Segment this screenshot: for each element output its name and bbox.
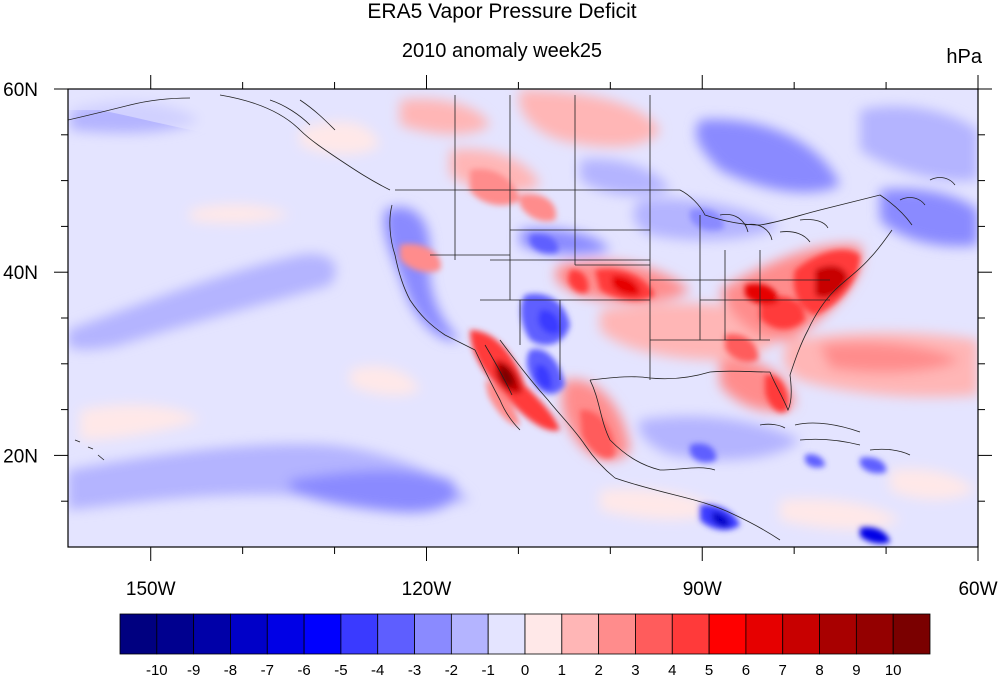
colorbar-label: -9 bbox=[187, 662, 200, 679]
colorbar-label: 7 bbox=[779, 662, 787, 679]
colorbar-swatch bbox=[708, 613, 747, 655]
colorbar-label: -10 bbox=[146, 662, 168, 679]
colorbar-label: -5 bbox=[334, 662, 347, 679]
colorbar-swatch bbox=[156, 613, 195, 655]
colorbar-label: -8 bbox=[224, 662, 237, 679]
colorbar-label: -7 bbox=[261, 662, 274, 679]
strong-anomaly-cores bbox=[400, 169, 890, 544]
colorbar-label: -1 bbox=[482, 662, 495, 679]
colorbar-label: 4 bbox=[668, 662, 676, 679]
lat-tick-label: 40N bbox=[3, 263, 38, 284]
colorbar-swatch bbox=[230, 613, 268, 655]
colorbar-swatch bbox=[598, 613, 636, 655]
colorbar-label: 5 bbox=[705, 662, 713, 679]
axis-labels: 150W 120W 90W 60W 20N 40N 60N bbox=[3, 80, 997, 600]
colorbar-swatch bbox=[266, 613, 305, 655]
colorbar-label: 1 bbox=[558, 662, 566, 679]
axis-ticks bbox=[54, 75, 992, 561]
colorbar: -10 -9 -8 -7 -6 -5 -4 -3 -2 -1 0 1 2 3 4 5 6 7 8 9 10 bbox=[119, 613, 931, 679]
colorbar-swatch bbox=[892, 613, 931, 655]
map-subtitle: 2010 anomaly week25 bbox=[401, 40, 603, 62]
colorbar-label: 0 bbox=[521, 662, 529, 679]
colorbar-swatch bbox=[782, 613, 820, 655]
colorbar-label: 9 bbox=[852, 662, 860, 679]
lon-tick-label: 120W bbox=[402, 579, 452, 600]
anomaly-field bbox=[68, 89, 978, 547]
lon-tick-label: 150W bbox=[126, 579, 176, 600]
lat-tick-label: 20N bbox=[3, 446, 38, 467]
colorbar-swatch bbox=[414, 613, 452, 655]
colorbar-swatch bbox=[855, 613, 894, 655]
colorbar-label: 6 bbox=[742, 662, 750, 679]
colorbar-swatch bbox=[635, 613, 673, 655]
colorbar-swatch bbox=[671, 613, 710, 655]
colorbar-swatch bbox=[193, 613, 231, 655]
colorbar-swatch bbox=[487, 613, 526, 655]
alaska-shade bbox=[68, 89, 340, 140]
colorbar-label: -3 bbox=[408, 662, 421, 679]
colorbar-label: 10 bbox=[885, 662, 902, 679]
colorbar-label: 8 bbox=[815, 662, 823, 679]
colorbar-swatch bbox=[340, 613, 379, 655]
colorbar-label: 3 bbox=[631, 662, 639, 679]
lon-tick-label: 60W bbox=[958, 579, 997, 600]
colorbar-swatch bbox=[377, 613, 415, 655]
colorbar-swatch bbox=[745, 613, 784, 655]
colorbar-swatch bbox=[819, 613, 857, 655]
colorbar-swatch bbox=[450, 613, 489, 655]
units-label: hPa bbox=[946, 46, 982, 68]
colorbar-label: 2 bbox=[594, 662, 602, 679]
colorbar-label: -6 bbox=[297, 662, 310, 679]
lon-tick-label: 90W bbox=[683, 579, 722, 600]
colorbar-swatch bbox=[303, 613, 342, 655]
colorbar-label: -4 bbox=[371, 662, 384, 679]
political-boundaries bbox=[68, 94, 956, 541]
colorbar-swatch bbox=[524, 613, 563, 655]
lat-tick-label: 60N bbox=[3, 80, 38, 101]
colorbar-label: -2 bbox=[445, 662, 458, 679]
colorbar-swatch bbox=[561, 613, 600, 655]
colorbar-swatch bbox=[119, 613, 158, 655]
map-title: ERA5 Vapor Pressure Deficit bbox=[367, 0, 637, 23]
